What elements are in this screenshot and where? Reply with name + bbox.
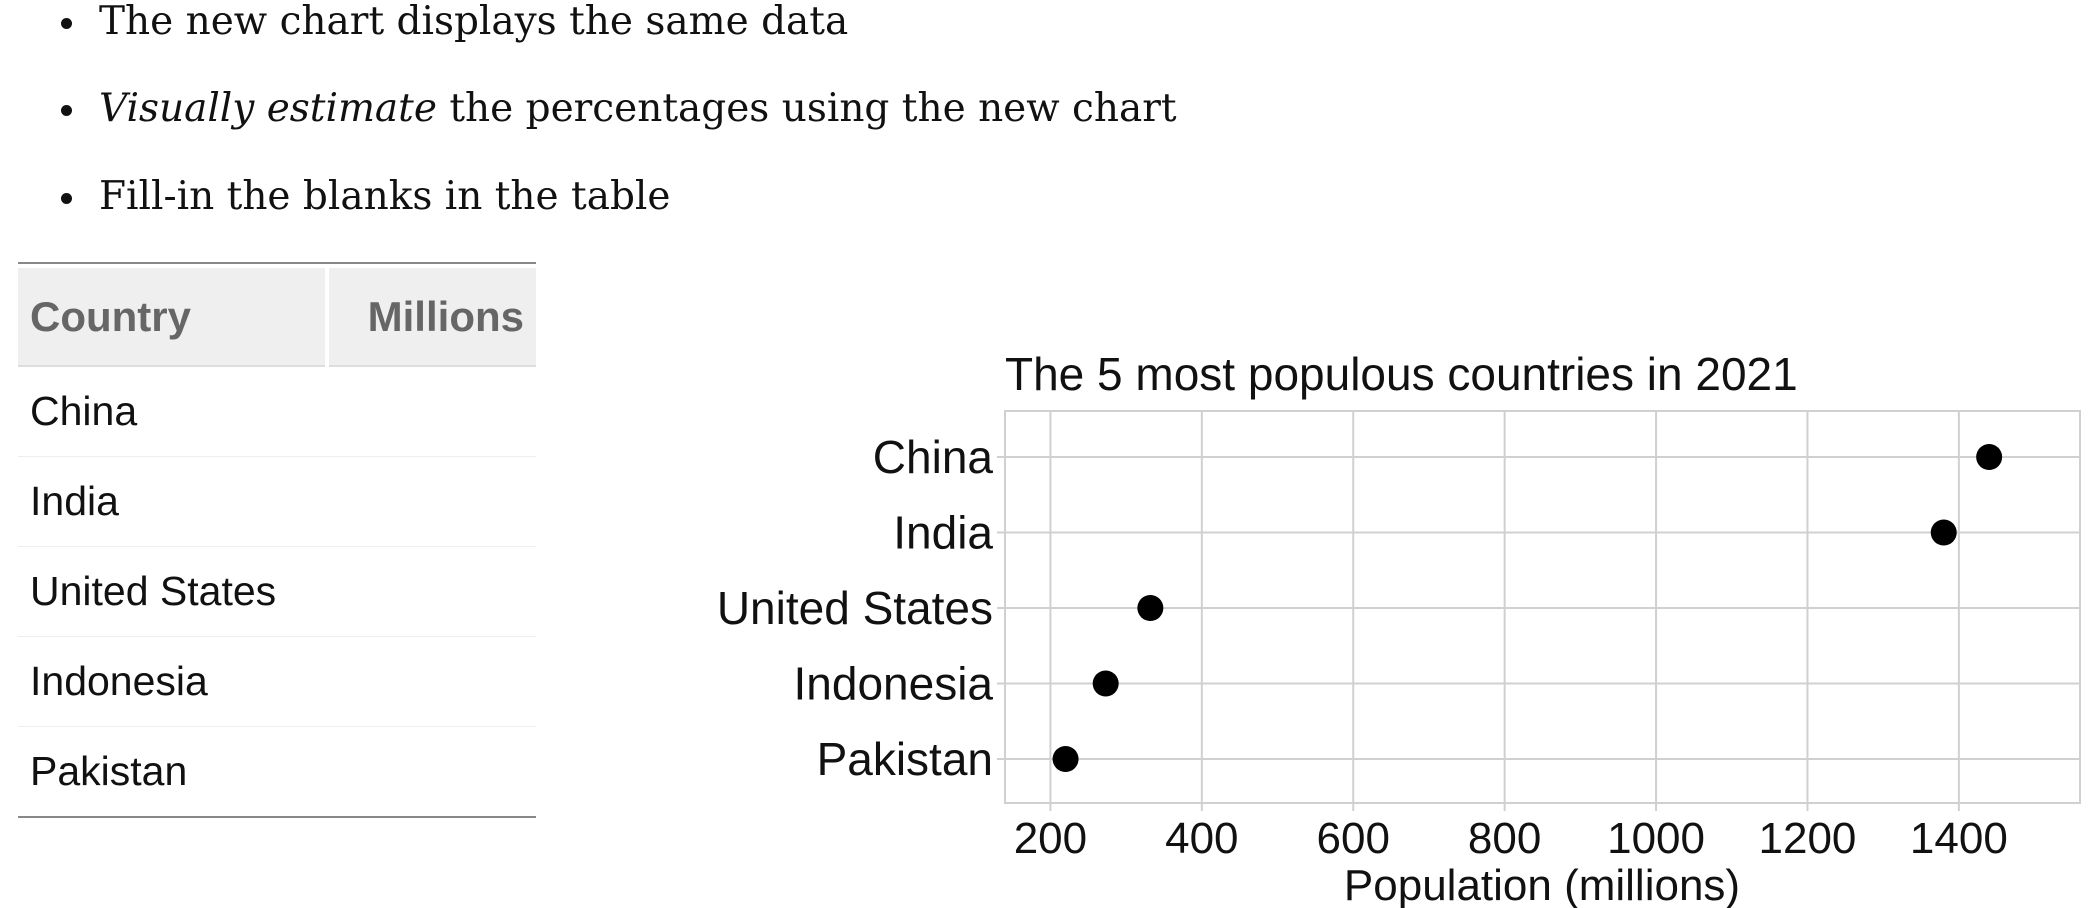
instruction-item: Fill-in the blanks in the table bbox=[60, 174, 671, 219]
data-point bbox=[1092, 670, 1119, 697]
column-header-millions: Millions bbox=[329, 268, 536, 367]
x-tick-label: 800 bbox=[1468, 814, 1541, 863]
table-row: China bbox=[18, 367, 536, 457]
x-tick-label: 1200 bbox=[1759, 814, 1857, 863]
table-row: Pakistan bbox=[18, 727, 536, 816]
chart-points bbox=[1052, 444, 2003, 772]
x-tick-label: 400 bbox=[1165, 814, 1238, 863]
country-cell: India bbox=[30, 478, 119, 524]
chart-title: The 5 most populous countries in 2021 bbox=[1005, 348, 1798, 400]
y-tick-label: China bbox=[873, 431, 994, 483]
country-cell: United States bbox=[30, 568, 277, 614]
data-point bbox=[1930, 519, 1957, 546]
x-axis-title: Population (millions) bbox=[1344, 861, 1740, 908]
population-table: Country Millions China India United Stat… bbox=[18, 262, 536, 818]
instruction-item: The new chart displays the same data bbox=[60, 0, 849, 44]
table-row: Indonesia bbox=[18, 637, 536, 727]
column-header-country: Country bbox=[18, 268, 325, 367]
country-cell: Pakistan bbox=[30, 748, 188, 794]
y-tick-label: Indonesia bbox=[794, 658, 994, 710]
table-row: United States bbox=[18, 547, 536, 637]
x-tick-label: 1000 bbox=[1607, 814, 1705, 863]
data-point bbox=[1976, 444, 2003, 470]
y-tick-label: Pakistan bbox=[817, 733, 993, 785]
chart-panel-border bbox=[1004, 410, 2081, 804]
y-axis-tick-labels: China India United States Indonesia Pakistan bbox=[717, 431, 994, 785]
x-tick-label: 1400 bbox=[1910, 814, 2008, 863]
y-tick-label: India bbox=[893, 507, 993, 559]
x-tick-label: 600 bbox=[1317, 814, 1390, 863]
instruction-text: The new chart displays the same data bbox=[99, 0, 849, 44]
table-header-row: Country Millions bbox=[18, 268, 536, 367]
instruction-text: Fill-in the blanks in the table bbox=[99, 174, 671, 219]
chart-grid bbox=[997, 411, 2080, 811]
table-row: India bbox=[18, 457, 536, 547]
y-tick-label: United States bbox=[717, 582, 993, 634]
instruction-text: the percentages using the new chart bbox=[436, 86, 1177, 131]
data-point bbox=[1052, 746, 1079, 772]
x-axis-tick-labels: 200 400 600 800 1000 1200 1400 bbox=[1014, 814, 2008, 863]
country-cell: China bbox=[30, 388, 138, 434]
instruction-item: Visually estimate the percentages using … bbox=[61, 86, 1177, 131]
country-cell: Indonesia bbox=[30, 658, 208, 704]
instruction-emphasis: Visually estimate bbox=[99, 86, 437, 131]
data-point bbox=[1137, 595, 1164, 621]
x-tick-label: 200 bbox=[1014, 814, 1087, 863]
